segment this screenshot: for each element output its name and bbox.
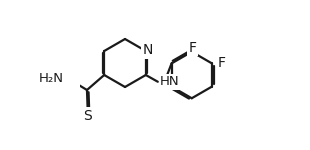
Text: F: F — [188, 41, 197, 55]
Text: S: S — [83, 108, 92, 123]
Text: N: N — [143, 43, 153, 57]
Text: F: F — [217, 56, 225, 70]
Text: H₂N: H₂N — [39, 72, 64, 85]
Text: HN: HN — [160, 75, 180, 88]
